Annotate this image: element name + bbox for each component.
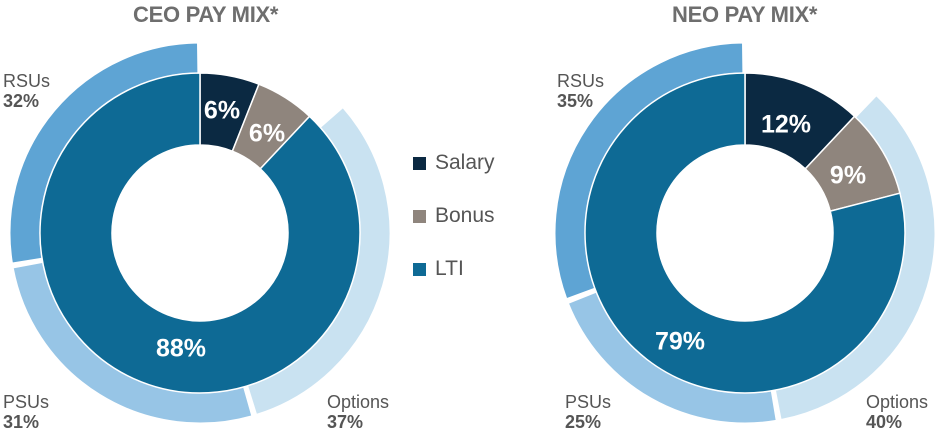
- neo-chart-title: NEO PAY MIX*: [672, 2, 818, 27]
- legend-item-bonus: Bonus: [413, 203, 495, 229]
- neo-rsus-label: RSUs 35%: [557, 71, 604, 111]
- legend-swatch-lti: [413, 262, 426, 276]
- neo-psus-label: PSUs 25%: [565, 392, 611, 432]
- ceo-rsus-pct: 32%: [3, 91, 40, 111]
- neo-rsus-name: RSUs: [557, 71, 605, 91]
- legend-swatch-salary: [413, 156, 426, 170]
- legend-label-bonus: Bonus: [435, 204, 495, 227]
- ceo-inner-label-salary: 6%: [204, 97, 240, 125]
- ceo-inner-label-bonus: 6%: [249, 120, 285, 148]
- ceo-inner-label-lti: 88%: [156, 335, 206, 363]
- neo-options-label: Options 40%: [866, 392, 928, 432]
- neo-inner-slice-lti: [584, 72, 906, 394]
- neo-inner-label-bonus: 9%: [830, 162, 866, 190]
- legend-label-lti: LTI: [435, 257, 464, 280]
- legend-swatch-bonus: [413, 209, 426, 223]
- neo-inner-label-salary: 12%: [761, 111, 811, 139]
- ceo-rsus-label: RSUs 32%: [3, 71, 50, 111]
- neo-options-name: Options: [866, 392, 929, 412]
- ceo-chart-title: CEO PAY MIX*: [133, 2, 279, 27]
- ceo-options-label: Options 37%: [327, 392, 389, 432]
- ceo-options-name: Options: [327, 392, 390, 412]
- legend-item-salary: Salary: [413, 150, 495, 176]
- ceo-psus-name: PSUs: [3, 392, 50, 412]
- legend-item-lti: LTI: [413, 256, 495, 282]
- neo-options-pct: 40%: [866, 412, 903, 432]
- neo-inner-label-lti: 79%: [655, 328, 705, 356]
- neo-psus-pct: 25%: [565, 412, 602, 432]
- legend: Salary Bonus LTI: [413, 150, 495, 309]
- neo-psus-name: PSUs: [565, 392, 612, 412]
- ceo-inner-slice-lti: [39, 72, 361, 394]
- ceo-rsus-name: RSUs: [3, 71, 51, 91]
- legend-label-salary: Salary: [435, 151, 495, 174]
- ceo-options-pct: 37%: [327, 412, 364, 432]
- neo-rsus-pct: 35%: [557, 91, 594, 111]
- ceo-psus-pct: 31%: [3, 412, 40, 432]
- ceo-psus-label: PSUs 31%: [3, 392, 49, 432]
